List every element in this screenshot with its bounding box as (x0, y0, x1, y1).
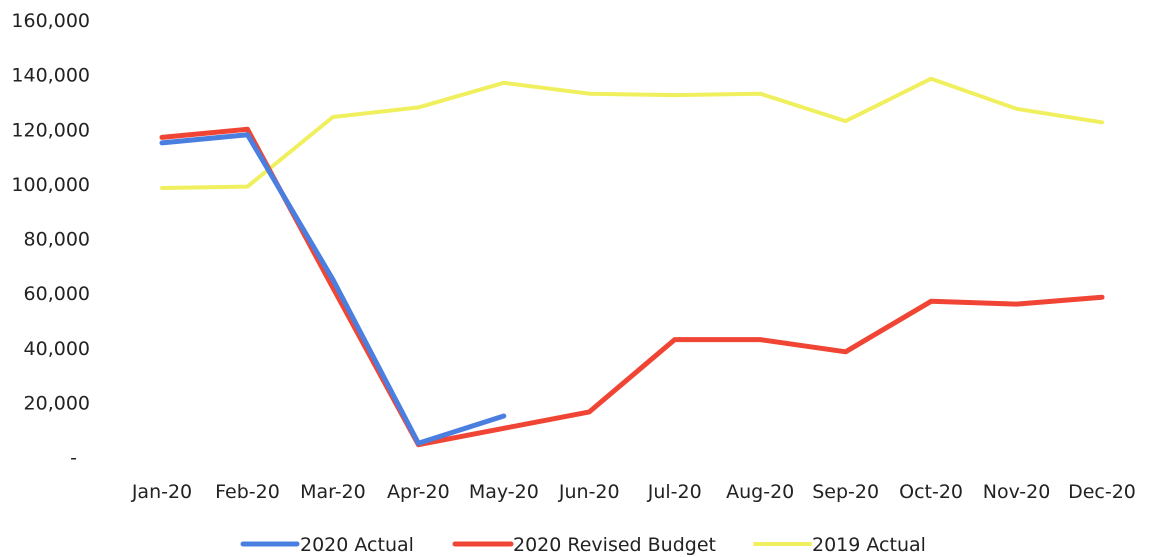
y-tick-label: 20,000 (24, 392, 90, 414)
x-tick-label: Sep-20 (812, 481, 879, 503)
x-tick-label: Oct-20 (899, 481, 963, 503)
x-tick-label: Feb-20 (215, 481, 280, 503)
x-tick-label: Aug-20 (726, 481, 794, 503)
series-line-2020-actual (159, 132, 507, 446)
legend-label-2019-actual: 2019 Actual (812, 534, 926, 556)
y-tick-label: 60,000 (24, 283, 90, 305)
x-tick-label: Jan-20 (131, 481, 192, 503)
x-tick-label: Mar-20 (300, 481, 366, 503)
y-tick-label: - (70, 447, 77, 469)
legend-label-2020-actual: 2020 Actual (300, 534, 414, 556)
series-line-2020-revised-budget (159, 126, 1105, 448)
y-tick-label: 120,000 (11, 119, 90, 141)
x-tick-label: Apr-20 (387, 481, 450, 503)
y-tick-label: 140,000 (11, 65, 90, 87)
legend: 2020 Actual 2020 Revised Budget 2019 Actua… (240, 534, 926, 556)
y-tick-label: 80,000 (24, 229, 90, 251)
y-tick-label: 40,000 (24, 338, 90, 360)
legend-label-2020-revised-budget: 2020 Revised Budget (513, 534, 716, 556)
series-line-2019-actual (160, 76, 1104, 190)
x-tick-label: May-20 (469, 481, 539, 503)
y-tick-label: 100,000 (11, 174, 90, 196)
x-tick-label: Jul-20 (647, 481, 702, 503)
x-axis-tick-labels: Jan-20 Feb-20 Mar-20 Apr-20 May-20 Jun-20 Jul-… (131, 481, 1136, 503)
x-tick-label: Nov-20 (983, 481, 1051, 503)
y-tick-label: 160,000 (11, 10, 90, 32)
y-axis-tick-labels: - 20,000 40,000 60,000 80,000 100,000 120,000 1… (11, 10, 90, 469)
x-tick-label: Dec-20 (1068, 481, 1136, 503)
series-lines (159, 76, 1105, 448)
x-tick-label: Jun-20 (558, 481, 620, 503)
